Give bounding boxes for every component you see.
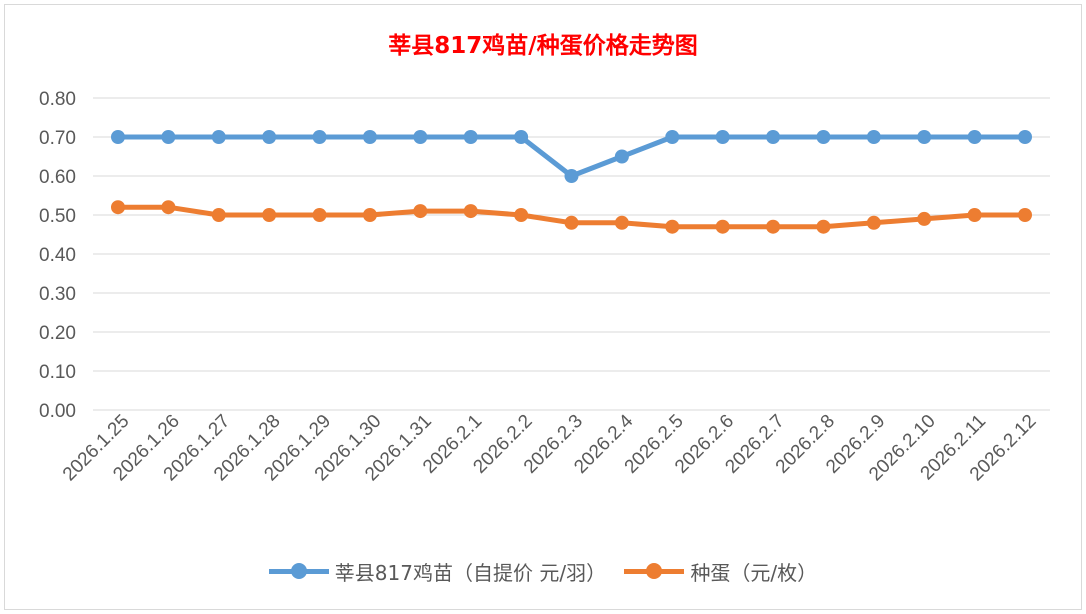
data-point (211, 130, 226, 144)
y-tick-label: 0.10 (39, 362, 76, 383)
data-point (766, 130, 781, 144)
data-point (1018, 130, 1032, 144)
legend-item-chick: 莘县817鸡苗（自提价 元/羽） (268, 557, 607, 586)
data-point (514, 208, 529, 222)
data-point (514, 130, 529, 144)
data-point (816, 130, 831, 144)
data-point (362, 130, 377, 144)
data-point (463, 130, 478, 144)
y-tick-label: 0.50 (39, 206, 76, 227)
data-point (614, 149, 629, 164)
data-point (362, 208, 377, 222)
data-point (967, 208, 982, 222)
data-point (917, 130, 932, 144)
data-point (312, 208, 327, 222)
data-point (262, 130, 277, 144)
data-point (211, 208, 226, 222)
y-tick-label: 0.00 (39, 401, 76, 422)
data-point (161, 130, 176, 144)
y-tick-label: 0.80 (39, 89, 76, 110)
data-point (111, 200, 125, 215)
legend-swatch (268, 563, 329, 579)
data-point (564, 215, 579, 230)
legend-label: 莘县817鸡苗（自提价 元/羽） (334, 561, 607, 585)
y-tick-label: 0.40 (39, 245, 76, 266)
data-point (715, 130, 730, 144)
data-point (413, 130, 428, 144)
y-tick-label: 0.30 (39, 284, 76, 305)
data-point (715, 219, 730, 234)
data-point (866, 130, 881, 144)
chart-frame (4, 4, 1082, 610)
data-point (463, 204, 478, 219)
data-point (665, 219, 680, 234)
data-point (766, 219, 781, 234)
data-point (312, 130, 327, 144)
y-tick-label: 0.70 (39, 128, 76, 149)
data-point (564, 169, 579, 183)
legend: 莘县817鸡苗（自提价 元/羽） 种蛋（元/枚） (0, 555, 1086, 586)
data-point (665, 130, 680, 144)
data-point (262, 208, 277, 222)
data-point (816, 219, 831, 234)
legend-swatch (624, 563, 685, 579)
legend-item-egg: 种蛋（元/枚） (624, 557, 817, 586)
legend-label: 种蛋（元/枚） (690, 561, 818, 585)
data-point (866, 215, 881, 230)
data-point (111, 130, 125, 144)
data-point (1018, 208, 1032, 222)
data-point (967, 130, 982, 144)
data-point (614, 215, 629, 230)
y-tick-label: 0.20 (39, 323, 76, 344)
data-point (161, 200, 176, 215)
data-point (413, 204, 428, 219)
data-point (917, 211, 932, 226)
y-tick-label: 0.60 (39, 167, 76, 188)
chart-title: 莘县817鸡苗/种蛋价格走势图 (388, 33, 698, 59)
